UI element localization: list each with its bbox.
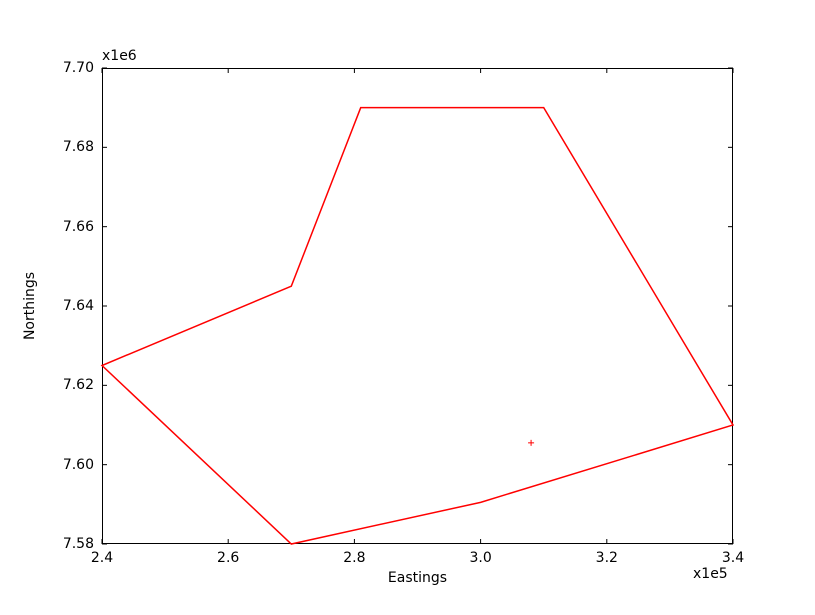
- y-tick-label: 7.66: [63, 219, 94, 235]
- x-axis-label: Eastings: [388, 570, 447, 586]
- x-tick-label: 2.4: [91, 550, 113, 566]
- y-tick-label: 7.70: [63, 60, 94, 76]
- y-axis-label: Northings: [22, 272, 38, 340]
- x-axis-offset-text: x1e5: [693, 566, 728, 582]
- y-axis-offset-text: x1e6: [102, 48, 137, 64]
- x-tick-label: 2.6: [217, 550, 239, 566]
- y-tick-label: 7.64: [63, 298, 94, 314]
- y-tick-label: 7.58: [63, 536, 94, 552]
- x-tick-label: 3.2: [596, 550, 618, 566]
- y-tick-label: 7.68: [63, 139, 94, 155]
- boundary-polygon: [102, 108, 733, 544]
- plot-svg: [0, 0, 815, 615]
- chart-container: x1e6 x1e5 Eastings Northings 2.4 2.6 2.8 3.…: [0, 0, 815, 615]
- y-tick-label: 7.60: [63, 457, 94, 473]
- x-tick-label: 3.0: [469, 550, 491, 566]
- x-tick-label: 2.8: [343, 550, 365, 566]
- x-tick-label: 3.4: [722, 550, 744, 566]
- y-tick-label: 7.62: [63, 377, 94, 393]
